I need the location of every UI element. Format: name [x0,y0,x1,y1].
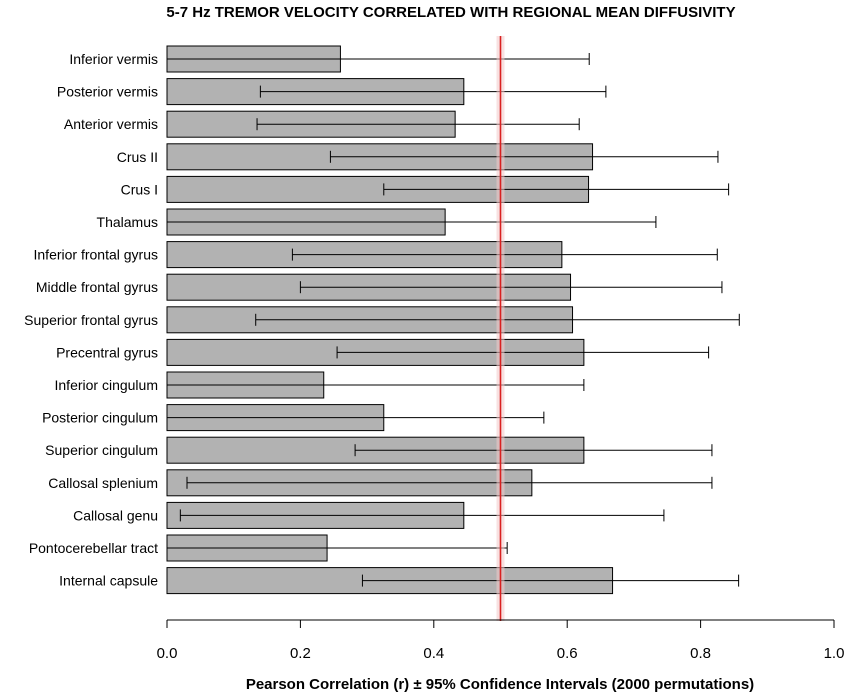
error-bar [299,281,723,294]
category-label: Callosal splenium [48,475,158,491]
error-bar [259,85,607,98]
error-bar [167,542,508,554]
x-tick-label: 0.8 [690,645,711,662]
category-label: Superior frontal gyrus [24,312,158,328]
category-label: Superior cingulum [45,442,158,458]
category-labels: Inferior vermis Posterior vermis Anterior … [24,51,158,589]
x-axis: 0.0 0.2 0.4 0.6 0.8 1.0 [157,619,845,662]
error-bar [167,379,585,391]
category-label: Anterior vermis [64,116,158,132]
category-label: Inferior cingulum [55,377,159,393]
error-bar [179,509,665,522]
x-tick-label: 0.0 [157,645,178,662]
x-tick-label: 1.0 [824,645,845,662]
category-label: Pontocerebellar tract [29,540,158,556]
error-bar [336,346,710,359]
category-label: Inferior vermis [69,51,158,67]
error-bar [167,411,545,424]
category-label: Posterior cingulum [42,410,158,426]
reference-line-layer [496,36,505,621]
error-bar [361,574,740,587]
category-label: Middle frontal gyrus [36,279,158,295]
error-bar [291,248,718,261]
error-bar [167,53,590,65]
category-label: Internal capsule [59,573,158,589]
category-label: Posterior vermis [57,84,158,100]
category-label: Inferior frontal gyrus [34,247,159,263]
x-tick-label: 0.2 [290,645,311,662]
error-bar [329,150,719,163]
error-bar [256,118,580,131]
category-label: Thalamus [97,214,158,230]
error-bar [186,476,713,489]
category-label: Callosal genu [73,507,158,523]
error-bar [167,216,657,228]
x-axis-label: Pearson Correlation (r) ± 95% Confidence… [246,676,754,693]
x-tick-label: 0.4 [423,645,444,662]
category-label: Crus II [117,149,158,165]
error-bar [354,444,713,457]
chart-title: 5-7 Hz TREMOR VELOCITY CORRELATED WITH R… [166,4,735,21]
error-bar [383,183,730,196]
category-label: Crus I [121,181,158,197]
category-label: Precentral gyrus [56,344,158,360]
x-tick-label: 0.6 [557,645,578,662]
